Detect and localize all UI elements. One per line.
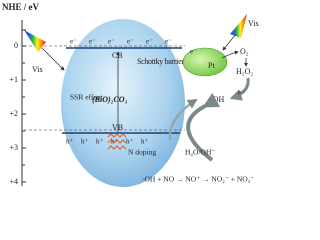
ssr-label: SSR effect — [70, 93, 103, 102]
o2-label: O₂ — [240, 47, 249, 56]
tick-label: 0 — [14, 41, 18, 50]
hole: h⁺ — [141, 138, 149, 146]
vb-label: VB — [112, 123, 123, 132]
tick-label: +3 — [9, 143, 18, 152]
e-transfer-label: e⁻ — [238, 89, 245, 97]
n-doping-label: N doping — [128, 148, 156, 157]
electron: e⁻ — [108, 38, 115, 46]
reduction-arrow — [221, 50, 239, 59]
hole: h⁺ — [126, 138, 134, 146]
electron: e⁻ — [70, 38, 77, 46]
oh-radical-label: ·OH — [210, 95, 224, 104]
h2o2-label: H₂O₂ — [236, 67, 253, 76]
hole: h⁺ — [66, 138, 74, 146]
hole-arrow — [168, 98, 198, 141]
axis-title: NHE / eV — [2, 2, 39, 12]
tick-label: +2 — [9, 109, 18, 118]
n-doping-level — [107, 133, 127, 150]
hole: h⁺ — [81, 138, 89, 146]
hole: h⁺ — [96, 138, 104, 146]
tick-label: +4 — [9, 177, 18, 186]
oxidation-arrow — [186, 92, 221, 162]
electron-transfer-arrow — [229, 77, 250, 101]
electron: e⁻ — [127, 38, 134, 46]
schottky-label: Schottky barrier — [137, 57, 184, 66]
electron: e⁻ — [165, 38, 172, 46]
pt-particle — [182, 47, 228, 77]
material-label: (BiO)₂CO₃ — [92, 95, 128, 104]
pt-label: Pt — [208, 61, 215, 70]
pt-electron: e⁻ — [190, 48, 197, 56]
electron: e⁻ — [89, 38, 96, 46]
semiconductor-particle — [61, 19, 185, 187]
vis-left-label: Vis — [32, 65, 43, 74]
no-oxidation-label: ·OH + NO → NO⁺ → NO₂⁻ + NO₃⁻ — [142, 175, 254, 184]
electron: e⁻ — [146, 38, 153, 46]
h2o-label: H₂O/OH⁻ — [185, 148, 215, 157]
light-arrow — [41, 47, 65, 71]
tick-label: +1 — [9, 75, 18, 84]
vis-right-label: Vis — [248, 19, 259, 28]
light-icon — [24, 30, 46, 52]
diagram: NHE / eV 0 +1 +2 +3 +4 CB VB e⁻ e⁻ e⁻ e⁻ e⁻ e⁻ h⁺ h… — [2, 2, 259, 187]
cb-label: CB — [112, 51, 123, 60]
light-arrow — [222, 33, 237, 51]
light-icon — [230, 14, 247, 38]
